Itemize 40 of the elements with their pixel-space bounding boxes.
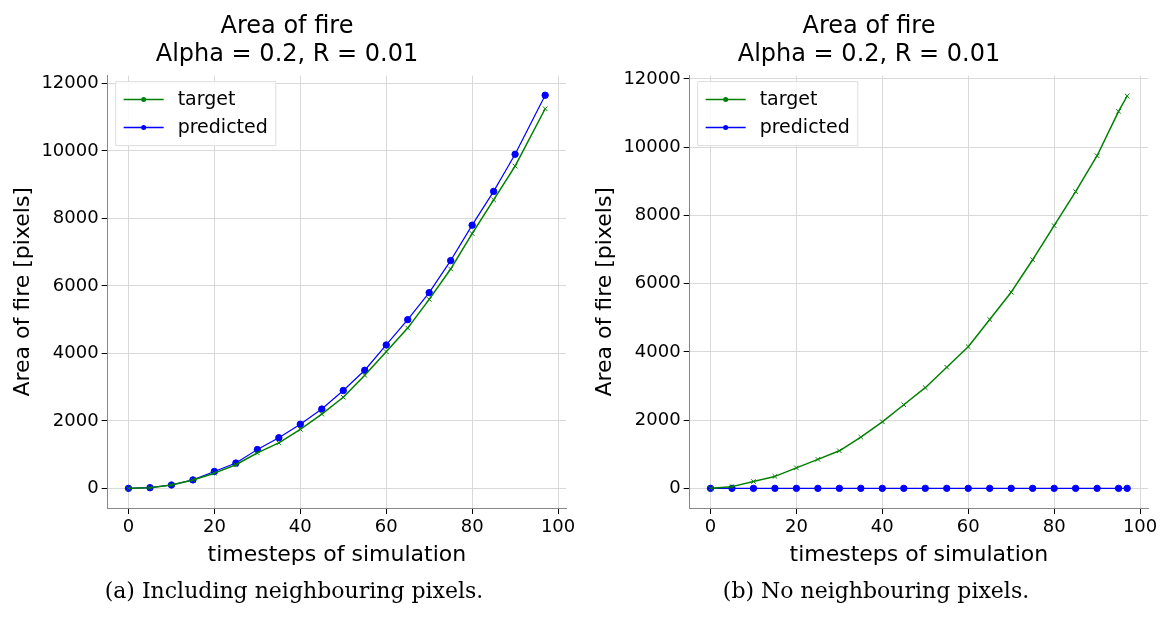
legend-label: predicted bbox=[177, 114, 268, 137]
legend-label: predicted bbox=[759, 114, 850, 137]
x-axis-title: timesteps of simulation bbox=[789, 540, 1049, 566]
y-tick-label: 12000 bbox=[623, 66, 681, 88]
x-tick-label: 80 bbox=[1042, 515, 1066, 537]
x-tick-label: 40 bbox=[870, 515, 894, 537]
chart-subtitle: Alpha = 0.2, R = 0.01 bbox=[737, 39, 1001, 68]
x-tick-label: 60 bbox=[956, 515, 980, 537]
y-tick-label: 0 bbox=[87, 476, 99, 498]
y-tick-label: 10000 bbox=[623, 134, 681, 156]
legend-label: target bbox=[177, 86, 236, 109]
x-tick-label: 100 bbox=[1122, 515, 1158, 537]
text: (b) No neighbouring pixels. bbox=[721, 578, 1031, 603]
x-tick-label: 0 bbox=[704, 515, 717, 537]
x-tick-label: 80 bbox=[460, 515, 484, 537]
x-tick-label: 40 bbox=[288, 515, 312, 537]
x-tick-label: 20 bbox=[202, 515, 226, 537]
x-tick-label: 100 bbox=[540, 515, 576, 537]
y-tick-label: 6000 bbox=[634, 271, 681, 293]
y-tick-label: 2000 bbox=[52, 408, 99, 430]
y-tick-label: 8000 bbox=[634, 203, 681, 225]
y-tick-label: 12000 bbox=[41, 71, 99, 93]
x-axis-title: timesteps of simulation bbox=[207, 540, 467, 566]
y-tick-label: 4000 bbox=[634, 339, 681, 361]
y-axis-title: Area of fire [pixels] bbox=[590, 187, 616, 397]
y-tick-label: 6000 bbox=[52, 273, 99, 295]
chart-title: Area of fire bbox=[220, 10, 354, 39]
y-tick-label: 2000 bbox=[634, 407, 681, 429]
chart-title: Area of fire bbox=[802, 10, 936, 39]
chart-subtitle: Alpha = 0.2, R = 0.01 bbox=[155, 39, 419, 68]
text: (a) Including neighbouring pixels. bbox=[103, 578, 485, 603]
y-tick-label: 0 bbox=[669, 476, 681, 498]
y-tick-label: 4000 bbox=[52, 341, 99, 363]
x-tick-label: 20 bbox=[784, 515, 808, 537]
y-tick-label: 8000 bbox=[52, 206, 99, 228]
y-tick-label: 10000 bbox=[41, 138, 99, 160]
x-tick-label: 0 bbox=[122, 515, 135, 537]
legend-label: target bbox=[759, 86, 818, 109]
y-axis-title: Area of fire [pixels] bbox=[8, 187, 34, 397]
x-tick-label: 60 bbox=[374, 515, 398, 537]
